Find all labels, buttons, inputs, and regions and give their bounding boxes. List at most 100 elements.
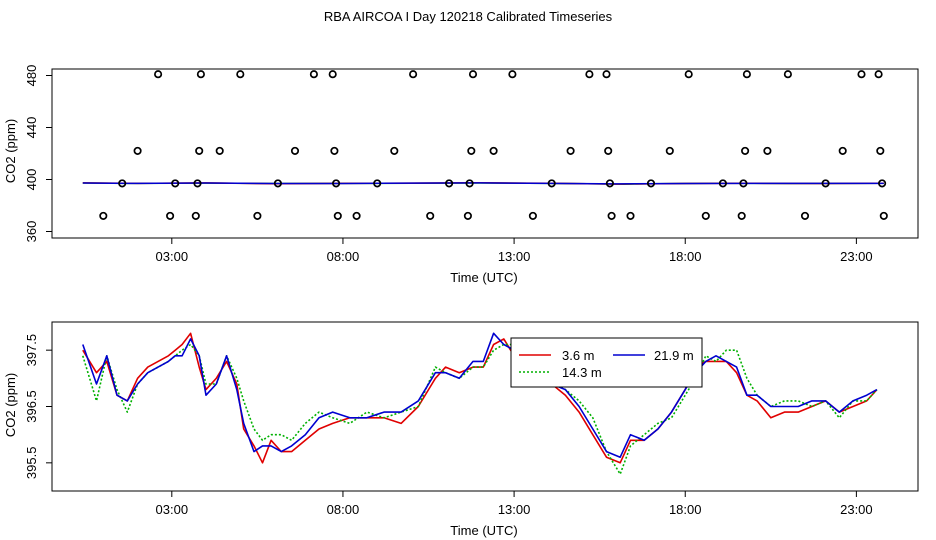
- scatter-point: [409, 70, 418, 79]
- x-tick-label: 18:00: [669, 502, 702, 517]
- scatter-point: [333, 211, 342, 220]
- series-line-3-6-m: [82, 332, 878, 464]
- scatter-point: [528, 211, 537, 220]
- scatter-point: [878, 179, 887, 188]
- x-tick-label: 08:00: [327, 249, 360, 264]
- scatter-point: [445, 179, 454, 188]
- scatter-point: [489, 146, 498, 155]
- y-axis-bottom: 395.5 396.5 397.5: [24, 334, 52, 479]
- y-tick-label: 440: [24, 117, 39, 139]
- legend-label-14-3m: 14.3 m: [562, 365, 602, 380]
- scatter-point: [195, 146, 204, 155]
- scatter-point: [742, 70, 751, 79]
- x-tick-label: 03:00: [156, 502, 189, 517]
- scatter-point: [783, 70, 792, 79]
- scatter-point: [467, 146, 476, 155]
- scatter-point: [646, 179, 656, 188]
- scatter-point: [665, 146, 674, 155]
- scatter-point: [605, 179, 614, 188]
- scatter-point: [607, 211, 616, 220]
- scatter-point: [328, 70, 337, 79]
- scatter-point: [838, 146, 847, 155]
- scatter-point: [468, 70, 478, 79]
- scatter-point: [352, 211, 361, 220]
- scatter-point: [737, 211, 746, 220]
- scatter-point: [154, 70, 163, 79]
- y-axis-label-bottom: CO2 (ppm): [3, 373, 18, 437]
- scatter-point: [626, 211, 635, 220]
- scatter-point: [133, 146, 142, 155]
- x-tick-label: 08:00: [327, 502, 360, 517]
- scatter-point: [821, 179, 830, 188]
- scatter-point: [166, 211, 175, 220]
- scatter-point: [763, 146, 772, 155]
- scatter-point: [857, 70, 866, 79]
- scatter-point: [99, 211, 108, 220]
- scatter-point: [684, 70, 693, 79]
- panel-top: 360 400 440 480 03:00 08:00 13:00 18:00 23:00 T…: [3, 65, 919, 285]
- scatter-point: [309, 70, 318, 79]
- scatter-point: [330, 146, 339, 155]
- scatter-point: [604, 146, 613, 155]
- baseline-series-line: [82, 182, 884, 185]
- scatter-point: [290, 146, 300, 155]
- legend-label-21-9m: 21.9 m: [654, 348, 694, 363]
- y-tick-label: 480: [24, 65, 39, 87]
- x-tick-label: 23:00: [840, 249, 873, 264]
- x-axis-bottom: 03:00 08:00 13:00 18:00 23:00: [156, 491, 873, 517]
- scatter-point: [741, 146, 750, 155]
- y-tick-label: 395.5: [24, 447, 39, 480]
- scatter-point: [273, 179, 282, 188]
- scatter-point: [701, 211, 710, 220]
- scatter-point: [463, 211, 472, 220]
- legend-box: [510, 337, 703, 388]
- scatter-point: [874, 70, 883, 79]
- x-tick-label: 13:00: [498, 502, 531, 517]
- scatter-point: [118, 179, 127, 188]
- scatter-point: [215, 146, 224, 155]
- scatter-point: [879, 211, 888, 220]
- x-tick-label: 18:00: [669, 249, 702, 264]
- scatter-point: [426, 211, 435, 220]
- scatter-point: [236, 70, 245, 79]
- y-axis-label-top: CO2 (ppm): [3, 119, 18, 183]
- scatter-point: [373, 179, 382, 188]
- scatter-point: [718, 179, 727, 188]
- y-axis-top: 360 400 440 480: [24, 65, 52, 243]
- scatter-point: [547, 179, 556, 188]
- scatter-point: [253, 211, 262, 220]
- scatter-point: [171, 179, 180, 188]
- plot-frame-top: [51, 68, 919, 239]
- scatter-point: [465, 179, 474, 188]
- scatter-point: [602, 70, 611, 79]
- legend: 3.6 m 14.3 m 21.9 m: [510, 337, 703, 388]
- scatter-point: [196, 70, 205, 79]
- scatter-point: [876, 146, 885, 155]
- scatter-point: [585, 70, 594, 79]
- x-axis-label-bottom: Time (UTC): [450, 523, 517, 538]
- series-lines-bottom: [82, 332, 878, 475]
- scatter-point: [390, 146, 399, 155]
- legend-label-3-6m: 3.6 m: [562, 348, 595, 363]
- series-line-14-3-m: [82, 343, 878, 475]
- scatter-point: [193, 179, 202, 188]
- figure-title: RBA AIRCOA I Day 120218 Calibrated Times…: [324, 9, 613, 24]
- scatter-point: [508, 70, 517, 79]
- scatter-point: [191, 211, 200, 220]
- x-axis-top: 03:00 08:00 13:00 18:00 23:00: [156, 238, 873, 264]
- baseline-series-top: [82, 182, 884, 185]
- scatter-point: [800, 211, 810, 220]
- scatter-point: [739, 179, 748, 188]
- y-tick-label: 400: [24, 169, 39, 191]
- x-tick-label: 13:00: [498, 249, 531, 264]
- x-axis-label-top: Time (UTC): [450, 270, 517, 285]
- x-tick-label: 23:00: [840, 502, 873, 517]
- series-line-21-9-m: [82, 332, 878, 459]
- scatter-point: [332, 179, 341, 188]
- y-tick-label: 360: [24, 221, 39, 243]
- scatter-points: [99, 70, 888, 220]
- panel-bottom: 395.5 396.5 397.5 03:00 08:00 13:00 18:00 23:0…: [3, 321, 919, 538]
- x-tick-label: 03:00: [156, 249, 189, 264]
- scatter-point: [566, 146, 575, 155]
